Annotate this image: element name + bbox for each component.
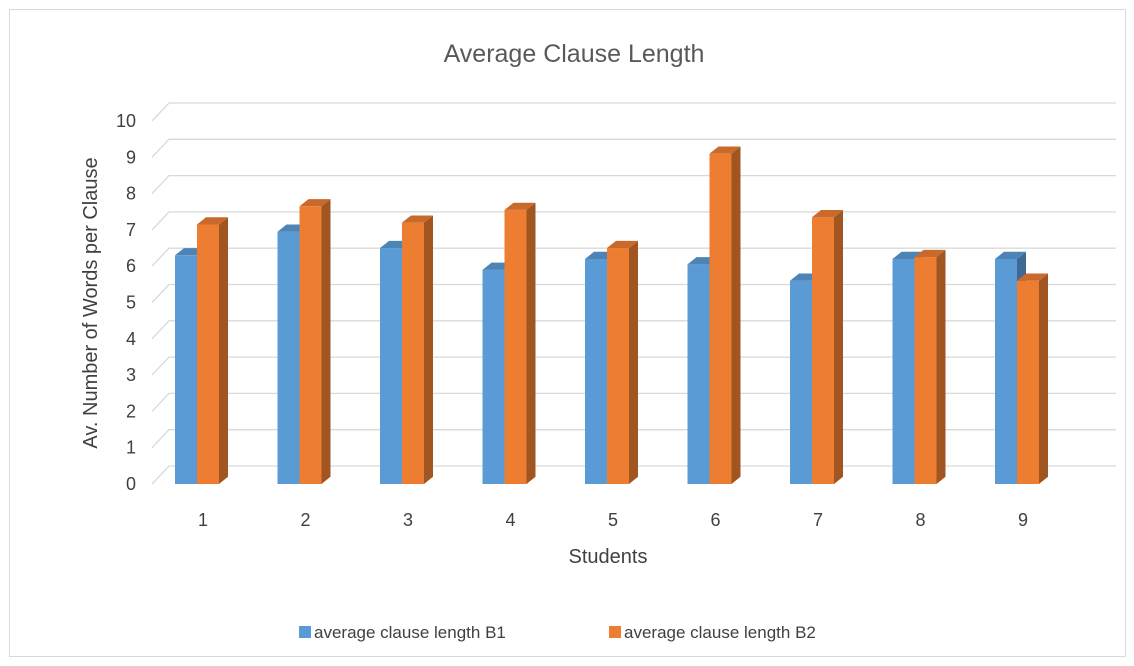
legend: average clause length B1 average clause l…: [299, 623, 816, 642]
x-tick-label: 8: [915, 510, 925, 530]
bar-front: [299, 206, 322, 484]
bar-front: [504, 209, 527, 484]
bar-front: [402, 222, 424, 484]
legend-swatch: [609, 626, 621, 638]
legend-label: average clause length B2: [624, 623, 816, 642]
y-tick-label: 4: [126, 329, 136, 349]
bar-side: [424, 215, 433, 484]
bar: [709, 146, 741, 485]
x-tick-label: 4: [505, 510, 515, 530]
legend-label: average clause length B1: [314, 623, 506, 642]
y-tick-label: 9: [126, 147, 136, 167]
bar-front: [892, 258, 915, 484]
bar-side: [1039, 273, 1048, 484]
bar-top: [299, 199, 331, 207]
bar-side: [219, 217, 228, 484]
bar-side: [834, 209, 843, 484]
bar-side: [321, 199, 331, 485]
bar-front: [585, 258, 607, 484]
bars: [175, 146, 1048, 485]
bar-front: [790, 280, 812, 484]
x-tick-label: 9: [1018, 510, 1028, 530]
bar-side: [936, 249, 946, 484]
x-tick-label: 6: [710, 510, 720, 530]
y-tick-label: 6: [126, 256, 136, 276]
y-tick-label: 1: [126, 438, 136, 458]
y-tick-label: 10: [116, 111, 136, 131]
bar-side: [629, 240, 638, 484]
y-tick-label: 5: [126, 293, 136, 313]
bar: [504, 202, 536, 485]
y-axis-ticks: 0 1 2 3 4 5 6 7 8 9 10: [116, 111, 136, 494]
bar-front: [607, 248, 629, 484]
bar-top: [914, 249, 946, 258]
x-tick-label: 3: [403, 510, 413, 530]
x-tick-label: 2: [300, 510, 310, 530]
bar: [607, 240, 638, 484]
bar: [402, 215, 433, 484]
bar-top: [607, 240, 638, 249]
bar-top: [812, 209, 843, 218]
bar: [812, 209, 843, 484]
bar: [1017, 273, 1048, 484]
gridline: [151, 247, 1116, 267]
bar-front: [687, 264, 710, 484]
bar: [197, 217, 228, 484]
bar-top: [1017, 273, 1048, 281]
bar-front: [482, 269, 505, 484]
bar: [299, 199, 331, 485]
bar-front: [914, 257, 937, 484]
y-tick-label: 7: [126, 220, 136, 240]
bar-top: [402, 215, 433, 223]
y-tick-label: 3: [126, 365, 136, 385]
x-tick-label: 1: [198, 510, 208, 530]
y-tick-label: 2: [126, 401, 136, 421]
y-tick-label: 8: [126, 184, 136, 204]
bar-front: [709, 153, 732, 485]
legend-swatch: [299, 626, 311, 638]
bar: [914, 249, 946, 484]
bar-top: [995, 251, 1026, 259]
x-tick-label: 7: [813, 510, 823, 530]
gridline: [151, 211, 1116, 231]
gridline: [151, 138, 1116, 158]
bar-side: [526, 202, 536, 485]
bar-top: [709, 146, 741, 154]
y-axis-title: Av. Number of Words per Clause: [80, 157, 102, 448]
x-axis-title: Students: [569, 546, 648, 568]
bar-side: [731, 146, 741, 484]
y-tick-label: 0: [126, 474, 136, 494]
x-axis-ticks: 1 2 3 4 5 6 7 8 9: [198, 510, 1028, 530]
gridline: [151, 174, 1116, 195]
bar-front: [277, 231, 300, 484]
bar-top: [197, 217, 228, 225]
bar-front: [197, 224, 219, 484]
bar-front: [175, 255, 197, 484]
bar-front: [1017, 280, 1039, 484]
bar-front: [995, 258, 1017, 484]
bar-top: [504, 202, 536, 210]
x-tick-label: 5: [608, 510, 618, 530]
bar-front: [812, 217, 834, 484]
gridline: [151, 102, 1116, 122]
bar-front: [380, 248, 402, 484]
chart-title: Average Clause Length: [444, 40, 705, 68]
